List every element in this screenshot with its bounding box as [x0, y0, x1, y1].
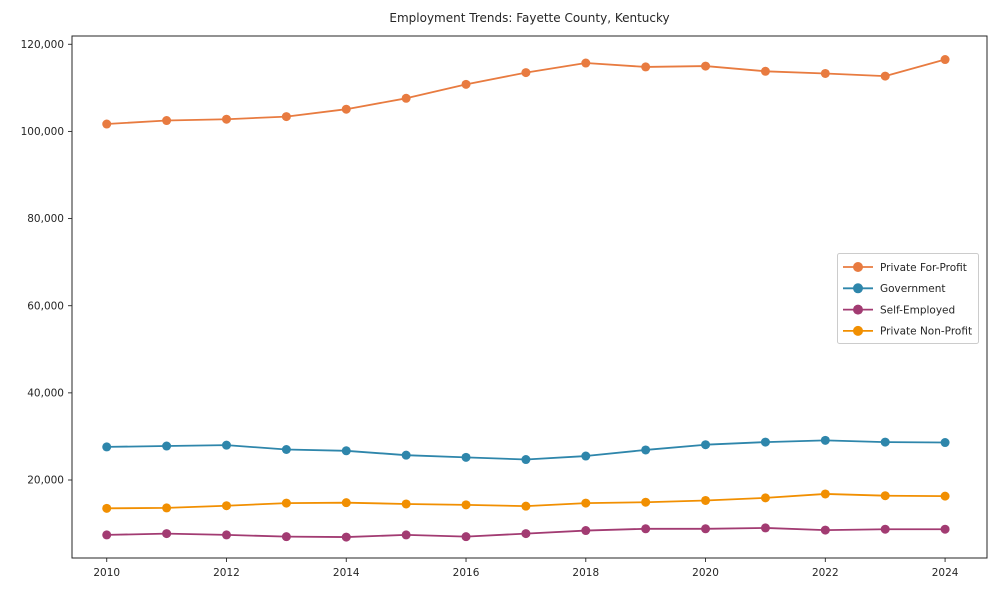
legend-item-self-employed: Self-Employed [843, 304, 955, 316]
legend-marker [853, 304, 863, 315]
data-point-marker [102, 119, 112, 129]
legend-label: Private For-Profit [880, 262, 967, 274]
series-government [102, 435, 950, 465]
x-tick-label: 2020 [692, 567, 719, 579]
data-point-marker [461, 500, 471, 510]
data-point-marker [461, 532, 471, 542]
legend: Private For-Profit Government Self-Employe… [837, 253, 979, 344]
x-tick-label: 2014 [333, 567, 360, 579]
data-point-marker [760, 437, 770, 447]
data-point-marker [162, 441, 172, 451]
legend-item-private-non-profit: Private Non-Profit [843, 326, 972, 338]
legend-item-government: Government [843, 283, 945, 295]
chart-title: Employment Trends: Fayette County, Kentu… [389, 11, 669, 25]
data-point-marker [221, 530, 231, 540]
data-point-marker [341, 446, 351, 456]
data-point-marker [341, 104, 351, 114]
series-lines [102, 55, 950, 542]
data-point-marker [940, 438, 950, 448]
data-point-marker [221, 440, 231, 450]
data-point-marker [521, 68, 531, 78]
x-tick-label: 2010 [93, 567, 120, 579]
data-point-marker [221, 114, 231, 124]
data-point-marker [162, 116, 172, 126]
data-point-marker [880, 524, 890, 534]
data-point-marker [461, 452, 471, 462]
data-point-marker [581, 451, 591, 461]
data-point-marker [820, 489, 830, 499]
legend-marker [853, 325, 863, 336]
y-tick-label: 40,000 [27, 387, 64, 399]
data-point-marker [581, 526, 591, 536]
data-point-marker [401, 530, 411, 540]
data-point-marker [102, 442, 112, 452]
x-tick-label: 2012 [213, 567, 240, 579]
data-point-marker [281, 498, 291, 508]
data-point-marker [880, 437, 890, 447]
data-point-marker [760, 493, 770, 503]
data-point-marker [162, 503, 172, 513]
data-point-marker [880, 491, 890, 501]
data-point-marker [401, 450, 411, 460]
data-point-marker [581, 58, 591, 68]
legend-item-private-for-profit: Private For-Profit [843, 262, 967, 274]
legend-marker [853, 262, 863, 272]
legend-label: Private Non-Profit [880, 326, 972, 338]
y-tick-label: 120,000 [21, 39, 64, 51]
plot-border [71, 35, 988, 559]
data-point-marker [521, 529, 531, 539]
y-tick-label: 100,000 [21, 126, 64, 138]
data-point-marker [641, 524, 651, 534]
data-point-marker [701, 440, 711, 450]
data-point-marker [641, 497, 651, 507]
data-point-marker [341, 532, 351, 542]
series-private-for-profit [102, 55, 950, 129]
legend-marker [853, 283, 863, 294]
data-point-marker [281, 112, 291, 122]
data-point-marker [162, 529, 172, 539]
data-point-marker [940, 524, 950, 534]
data-point-marker [760, 66, 770, 76]
data-point-marker [521, 501, 531, 511]
data-point-marker [820, 525, 830, 535]
data-point-marker [940, 55, 950, 65]
data-point-marker [221, 501, 231, 511]
y-tick-label: 60,000 [27, 300, 64, 312]
y-tick-label: 80,000 [27, 213, 64, 225]
data-point-marker [641, 445, 651, 455]
legend-label: Government [880, 283, 945, 295]
data-point-marker [701, 524, 711, 534]
y-tick-label: 20,000 [27, 475, 64, 487]
data-point-marker [401, 93, 411, 103]
x-tick-label: 2024 [932, 567, 959, 579]
data-point-marker [281, 532, 291, 542]
series-private-non-profit [102, 489, 950, 513]
x-tick-label: 2022 [812, 567, 839, 579]
data-point-marker [641, 62, 651, 72]
data-point-marker [461, 79, 471, 89]
data-point-marker [701, 61, 711, 71]
data-point-marker [820, 68, 830, 78]
data-point-marker [401, 499, 411, 509]
data-point-marker [521, 455, 531, 465]
series-self-employed [102, 523, 950, 542]
data-point-marker [940, 491, 950, 501]
data-point-marker [880, 71, 890, 81]
legend-label: Self-Employed [880, 304, 955, 316]
data-point-marker [820, 435, 830, 445]
data-point-marker [102, 530, 112, 540]
x-tick-label: 2016 [453, 567, 480, 579]
data-point-marker [760, 523, 770, 533]
legend-box [837, 253, 979, 344]
data-point-marker [281, 445, 291, 455]
data-point-marker [701, 495, 711, 505]
axes: 20,000 40,000 60,000 80,000 100,000 120,000 20… [21, 35, 988, 579]
data-point-marker [581, 498, 591, 508]
x-tick-label: 2018 [572, 567, 599, 579]
data-point-marker [341, 498, 351, 508]
data-point-marker [102, 503, 112, 513]
